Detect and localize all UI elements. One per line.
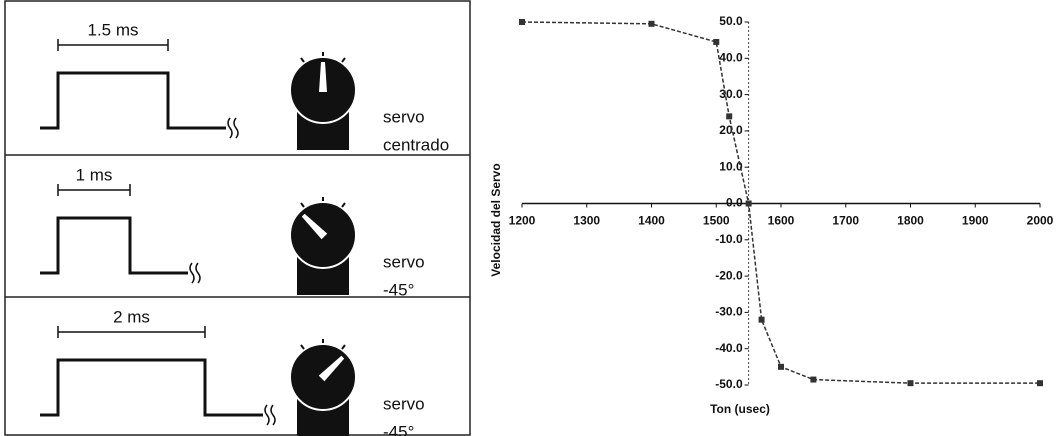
y-tick-label: -40.0 <box>715 341 743 355</box>
x-tick-label: 1200 <box>509 214 536 228</box>
y-tick-label: 20.0 <box>719 123 743 137</box>
data-point <box>759 317 765 323</box>
y-tick-label: -20.0 <box>715 268 743 282</box>
data-point <box>713 39 719 45</box>
y-axis-title: Velocidad del Servo <box>489 163 503 276</box>
data-point <box>778 364 784 370</box>
x-tick-label: 2000 <box>1027 214 1054 228</box>
x-tick-label: 1600 <box>768 214 795 228</box>
y-tick-label: 0.0 <box>726 196 743 210</box>
data-point <box>726 113 732 119</box>
servo-label: servo <box>383 107 425 126</box>
squiggle <box>190 263 200 283</box>
x-tick-label: 1800 <box>897 214 924 228</box>
data-point <box>746 201 752 207</box>
x-tick-label: 1300 <box>573 214 600 228</box>
pulse <box>40 73 226 128</box>
data-point <box>908 380 914 386</box>
y-tick-label: 50.0 <box>719 14 743 28</box>
y-tick-label: 30.0 <box>719 87 743 101</box>
y-tick-label: -50.0 <box>715 377 743 391</box>
pulse <box>40 218 188 273</box>
servo-label: servo <box>383 394 425 413</box>
x-tick-label: 1500 <box>703 214 730 228</box>
x-tick-label: 1900 <box>962 214 989 228</box>
y-tick-label: 40.0 <box>719 50 743 64</box>
servo-label: servo <box>383 252 425 271</box>
servo-label: -45° <box>383 280 414 299</box>
page: 1.5 ms servo centrado 1 ms servo -45° 2 ms serv… <box>0 0 1061 436</box>
pulse-width-label: 1.5 ms <box>87 20 138 39</box>
data-point <box>519 19 525 25</box>
data-point <box>810 377 816 383</box>
servo-label: centrado <box>383 135 449 154</box>
pulse-width-label: 1 ms <box>76 165 113 184</box>
x-tick-label: 1700 <box>832 214 859 228</box>
pulse-width-label: 2 ms <box>113 307 150 326</box>
data-point <box>1037 380 1043 386</box>
y-tick-label: -30.0 <box>715 305 743 319</box>
y-tick-label: -10.0 <box>715 232 743 246</box>
servo-label: -45° <box>383 422 414 436</box>
pulse <box>40 360 263 415</box>
x-tick-label: 1400 <box>638 214 665 228</box>
squiggle <box>228 118 238 138</box>
data-point <box>649 21 655 27</box>
series-line <box>522 22 1040 383</box>
squiggle <box>265 405 275 425</box>
x-axis-title: Ton (usec) <box>710 402 770 416</box>
